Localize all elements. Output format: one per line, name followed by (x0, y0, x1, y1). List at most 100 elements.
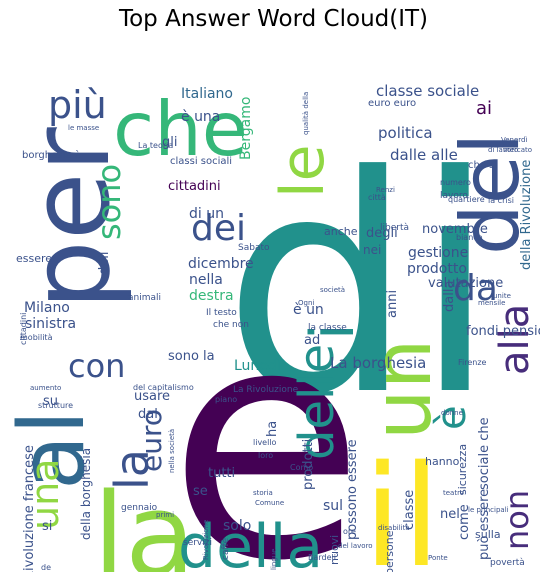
word-102: livello (253, 438, 277, 447)
word-37: gestione (408, 245, 468, 261)
word-88: gennaio (121, 503, 158, 513)
word-41: nei (363, 243, 381, 257)
word-59: può essere (477, 489, 492, 560)
word-6: che (113, 85, 248, 173)
word-47: dalla (442, 281, 457, 312)
word-130: donne (441, 409, 463, 417)
word-63: ha (265, 421, 280, 437)
word-89: caffè (220, 537, 231, 560)
word-87: servizi (183, 538, 212, 548)
word-118: Ogni (298, 299, 314, 307)
word-30: Bergamo (238, 97, 254, 160)
word-98: del capitalismo (133, 383, 194, 392)
word-19: con (68, 347, 125, 385)
word-107: numero (440, 178, 471, 187)
word-62: tutti (208, 466, 235, 481)
word-7: un (356, 339, 449, 440)
word-3: la (93, 469, 195, 572)
chart-title: Top Answer Word Cloud(IT) (118, 6, 429, 32)
word-73: hanno (425, 455, 460, 468)
word-70: classe (402, 490, 417, 530)
word-26: Italiano (181, 86, 233, 102)
word-112: mobilità (20, 333, 53, 342)
word-4: per (8, 127, 134, 311)
word-123: del lavoro (338, 542, 373, 550)
word-111: le masse (68, 124, 99, 132)
word-53: Lunedì (234, 358, 281, 374)
word-49: valutazione (428, 276, 503, 291)
word-31: gli (162, 135, 177, 150)
word-135: unite (493, 292, 511, 300)
word-57: possono essere (345, 439, 360, 540)
word-69: come (457, 504, 472, 540)
word-18: dei (191, 208, 246, 249)
word-52: sono la (168, 349, 215, 364)
word-61: della borghesia (79, 448, 93, 540)
word-124: ore (343, 527, 356, 536)
word-28: dalle alle (390, 146, 458, 164)
word-38: prodotto (407, 261, 467, 277)
word-32: cittadini (168, 179, 221, 194)
word-97: la classe (308, 323, 347, 333)
word-109: Venerdì (501, 136, 527, 144)
word-23: euro (135, 409, 168, 472)
word-35: nella (189, 272, 223, 288)
word-0: di (223, 112, 497, 461)
word-126: primi (156, 511, 174, 519)
word-11: della (178, 512, 323, 572)
word-40: degli (366, 226, 398, 241)
word-138: mensile (478, 299, 505, 307)
word-83: classi sociali (170, 156, 232, 167)
word-14: una (23, 459, 67, 530)
word-104: Como (290, 463, 313, 472)
word-81: lavoro (440, 191, 468, 201)
word-46: anni (385, 290, 400, 318)
word-34: dicembre (188, 256, 254, 272)
word-121: de (41, 563, 51, 572)
word-24: ai (476, 98, 492, 119)
word-68: sul (323, 498, 343, 514)
word-86: che si (468, 160, 497, 171)
word-139: lingue (270, 548, 278, 570)
word-71: nel (440, 507, 460, 522)
word-27: politica (378, 124, 433, 142)
word-105: quartiere (448, 195, 485, 204)
word-44: è un (293, 302, 324, 318)
word-45: ad (304, 333, 320, 348)
word-125: storia (253, 489, 273, 497)
word-1: e (168, 259, 365, 572)
word-76: nuovi (328, 535, 341, 565)
word-42: Milano (24, 300, 70, 316)
word-51: La borghesia (330, 354, 426, 372)
word-10: i (298, 323, 368, 340)
word-134: Renzi (376, 186, 395, 194)
word-66: se (193, 484, 208, 499)
word-55: dal (138, 407, 158, 422)
word-127: Rivoluzione (202, 520, 210, 560)
word-113: strutture (38, 401, 73, 410)
word-131: le principali (468, 506, 509, 514)
word-48: fondi pensione (466, 324, 540, 339)
word-80: libertà (380, 223, 409, 233)
word-21: è (429, 405, 475, 430)
word-29: è una (181, 109, 220, 125)
word-101: Firenze (458, 358, 487, 367)
word-100: piano (215, 395, 237, 404)
word-22: non (498, 490, 536, 550)
word-12: delle (289, 344, 345, 460)
word-103: loro (258, 451, 273, 460)
word-133: di lavoro (488, 146, 518, 154)
word-78: anche (324, 225, 358, 238)
word-75: persone (383, 530, 396, 572)
word-79: essere (16, 252, 52, 265)
word-20: la (105, 449, 159, 490)
word-82: città (368, 193, 386, 202)
word-74: sulla (475, 528, 501, 541)
word-64: su (43, 394, 58, 409)
word-117: società (320, 286, 345, 294)
word-9: le (268, 144, 338, 198)
word-56: prodotti (301, 439, 316, 490)
word-85: euro euro (368, 98, 416, 109)
word-cloud-canvas: dieillaperalcheundelleidelladelleallauna… (8, 82, 540, 572)
word-116: qualità della (302, 92, 310, 135)
